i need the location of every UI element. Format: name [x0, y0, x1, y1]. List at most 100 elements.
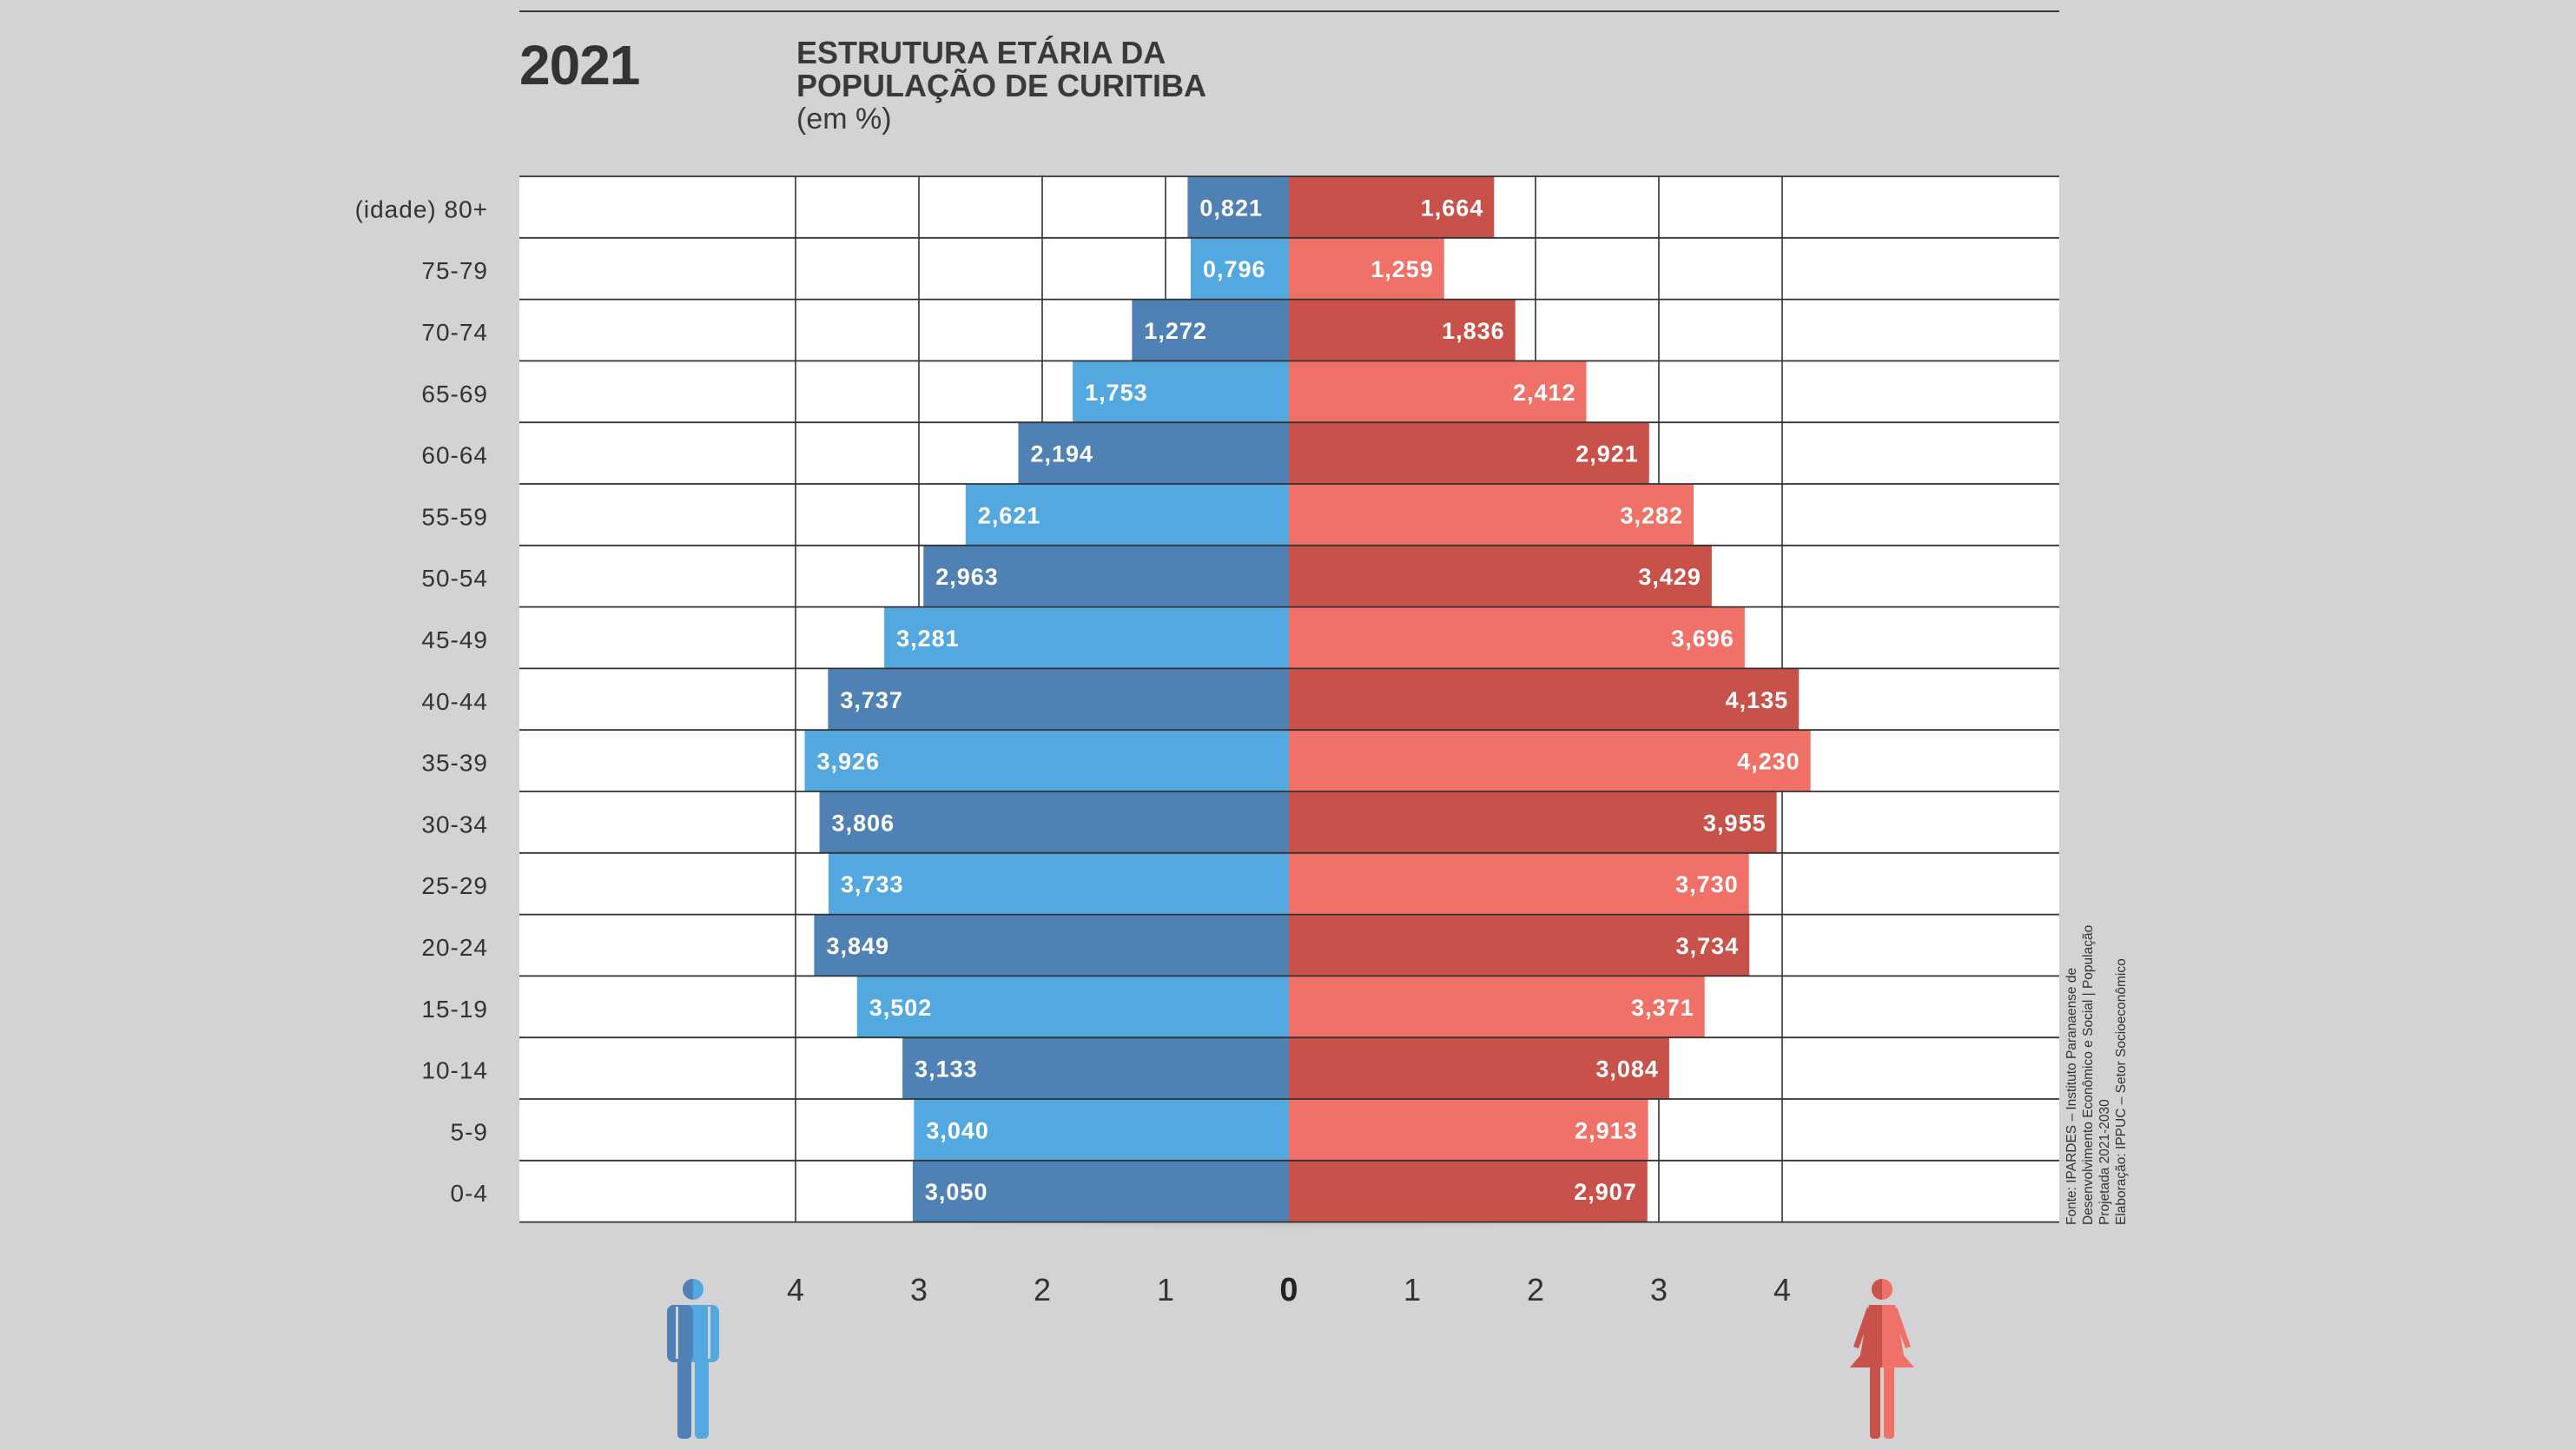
data-label-right: 2,913	[1575, 1117, 1638, 1143]
bar-right	[1289, 976, 1705, 1038]
x-tick-label-right: 1	[1404, 1272, 1421, 1308]
chart-year: 2021	[519, 34, 640, 96]
source-line-4: Elaboração: IPPUC – Setor Socioeconômico	[2114, 958, 2129, 1225]
bar-left	[902, 1037, 1289, 1099]
bar-right	[1289, 1160, 1648, 1222]
data-label-right: 1,259	[1371, 256, 1434, 282]
category-label: 15-19	[421, 996, 488, 1023]
source-line-3: Projetada 2021-2030	[2097, 1099, 2112, 1225]
x-tick-label-left: 3	[910, 1272, 928, 1308]
category-label: 0-4	[451, 1180, 488, 1207]
source-line-2: Desenvolvimento Econômico e Social | Pop…	[2081, 924, 2096, 1225]
category-label: 70-74	[421, 319, 488, 346]
bar-right	[1289, 606, 1745, 669]
source-line-1: Fonte: IPARDES – Instituto Paranaense de	[2064, 967, 2079, 1225]
data-label-left: 2,194	[1030, 441, 1093, 467]
category-label: 5-9	[451, 1118, 488, 1145]
bar-left	[914, 1099, 1289, 1161]
bar-right	[1289, 422, 1649, 484]
data-label-right: 1,664	[1421, 195, 1484, 221]
data-label-left: 3,733	[841, 871, 904, 897]
data-label-right: 3,734	[1676, 933, 1740, 959]
bar-left	[884, 606, 1289, 669]
category-label: 75-79	[421, 257, 488, 284]
bar-right	[1289, 299, 1516, 361]
bar-right	[1289, 914, 1750, 977]
data-label-left: 2,963	[935, 564, 999, 590]
bar-left	[912, 1160, 1289, 1222]
bar-left	[814, 914, 1289, 977]
x-tick-label-right: 4	[1773, 1272, 1791, 1308]
x-tick-label-left: 4	[787, 1272, 804, 1308]
data-label-left: 2,621	[978, 502, 1041, 528]
category-label: 25-29	[421, 872, 488, 899]
bar-left	[923, 545, 1289, 607]
source-note: Fonte: IPARDES – Instituto Paranaense de…	[2064, 925, 2130, 1225]
chart-title-line-1: ESTRUTURA ETÁRIA DA	[796, 35, 1166, 70]
bar-right	[1289, 852, 1749, 915]
data-label-left: 3,502	[869, 995, 933, 1021]
data-label-right: 3,282	[1620, 502, 1683, 528]
bar-right	[1289, 176, 1495, 238]
bar-left	[828, 852, 1289, 915]
chart-title-line-2: POPULAÇÃO DE CURITIBA	[796, 68, 1207, 103]
data-label-left: 0,796	[1203, 256, 1266, 282]
category-label: 35-39	[421, 750, 488, 777]
data-label-left: 3,806	[832, 810, 895, 836]
x-tick-label-left: 2	[1034, 1272, 1051, 1308]
data-label-left: 3,281	[896, 626, 960, 652]
data-label-left: 3,133	[915, 1056, 978, 1083]
chart-title: ESTRUTURA ETÁRIA DA POPULAÇÃO DE CURITIB…	[796, 36, 1206, 103]
data-label-right: 2,412	[1513, 380, 1576, 406]
bar-right	[1289, 1037, 1669, 1099]
data-label-right: 3,084	[1595, 1056, 1659, 1083]
bar-right	[1289, 237, 1444, 300]
bar-left	[1190, 237, 1289, 300]
data-label-right: 1,836	[1442, 318, 1505, 344]
data-label-right: 3,429	[1638, 564, 1701, 590]
category-label: (idade) 80+	[355, 195, 488, 222]
bar-right	[1289, 361, 1587, 423]
bar-left	[965, 484, 1289, 546]
category-label: 55-59	[421, 503, 488, 530]
bar-left	[1187, 176, 1289, 238]
bar-right	[1289, 484, 1694, 546]
chart-subtitle: (em %)	[796, 103, 892, 136]
bar-left	[819, 791, 1289, 853]
bar-right	[1289, 730, 1811, 791]
category-label: 60-64	[421, 442, 488, 469]
data-label-right: 4,230	[1737, 749, 1800, 775]
bar-left	[856, 976, 1289, 1038]
bar-right	[1289, 1099, 1648, 1161]
data-label-left: 3,040	[926, 1117, 989, 1143]
data-label-right: 3,371	[1631, 995, 1694, 1021]
category-label: 50-54	[421, 565, 488, 592]
data-label-left: 3,849	[826, 933, 889, 959]
male-person-icon	[667, 1279, 719, 1439]
data-label-left: 0,821	[1199, 195, 1263, 221]
bar-left	[1018, 422, 1289, 484]
data-label-left: 3,926	[817, 749, 881, 775]
bar-left	[1132, 299, 1289, 361]
bar-right	[1289, 791, 1777, 853]
x-tick-label-zero: 0	[1279, 1272, 1298, 1308]
header-rule	[519, 10, 2059, 12]
x-tick-label-left: 1	[1157, 1272, 1174, 1308]
data-label-left: 1,753	[1085, 380, 1148, 406]
data-label-right: 2,907	[1574, 1179, 1637, 1205]
data-label-right: 3,955	[1703, 810, 1767, 836]
category-label: 30-34	[421, 811, 488, 838]
data-label-right: 3,730	[1675, 871, 1739, 897]
data-label-left: 3,050	[925, 1179, 988, 1205]
category-label: 40-44	[421, 688, 488, 715]
data-label-right: 2,921	[1575, 441, 1639, 467]
bar-right	[1289, 545, 1712, 607]
category-label: 20-24	[421, 934, 488, 961]
data-label-right: 4,135	[1726, 687, 1789, 713]
data-label-right: 3,696	[1671, 626, 1734, 652]
x-tick-label-right: 3	[1650, 1272, 1668, 1308]
category-label: 65-69	[421, 381, 488, 407]
bar-right	[1289, 668, 1800, 731]
bar-left	[804, 730, 1289, 791]
